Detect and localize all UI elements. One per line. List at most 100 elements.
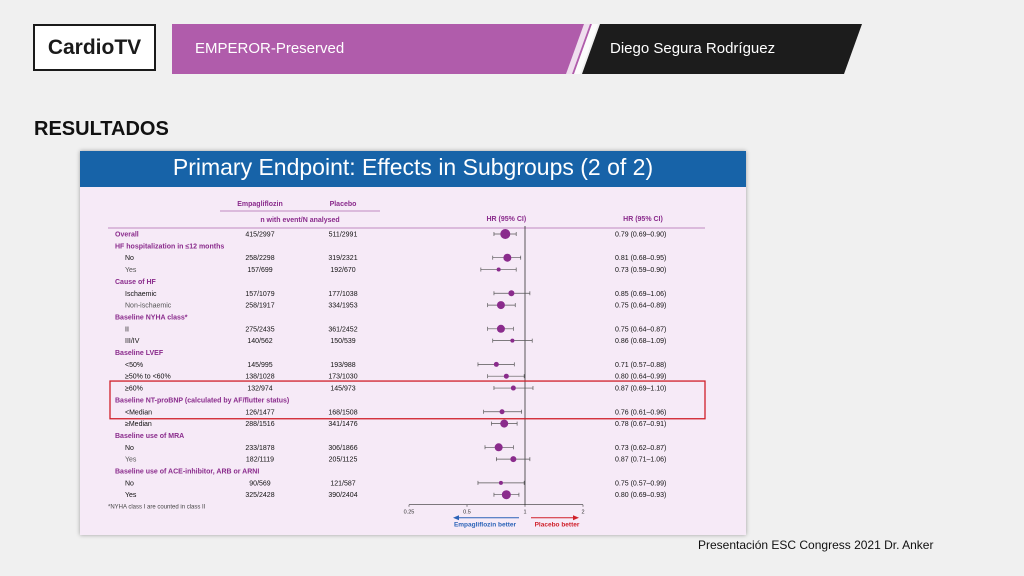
hr-point — [498, 480, 503, 485]
subgroup-header: Baseline use of MRA — [115, 433, 184, 440]
row-label: Yes — [125, 457, 137, 464]
banner-stripe — [566, 24, 590, 74]
row-label: ≥Median — [125, 421, 152, 428]
row-hr-text: 0.73 (0.62–0.87) — [615, 445, 666, 452]
hr-point — [510, 456, 517, 463]
x-tick-label: 1 — [523, 510, 526, 516]
hr-point — [510, 338, 515, 343]
row-empagliflozin-value: 415/2997 — [245, 232, 274, 239]
hr-point — [499, 409, 505, 415]
row-placebo-value: 306/1866 — [328, 445, 357, 452]
arrow-left-head — [453, 515, 459, 521]
arrow-right-head — [573, 515, 579, 521]
row-hr-text: 0.85 (0.69–1.06) — [615, 291, 666, 298]
hr-point — [496, 301, 505, 310]
chart-title: Primary Endpoint: Effects in Subgroups (… — [172, 154, 654, 180]
forest-plot-slide: Primary Endpoint: Effects in Subgroups (… — [80, 151, 746, 535]
col-header-hr-values: HR (95% CI) — [623, 216, 663, 223]
hr-point — [496, 267, 501, 272]
cardiotv-logo: CardioTV — [33, 24, 156, 71]
row-hr-text: 0.87 (0.71–1.06) — [615, 457, 666, 464]
header-banner — [172, 24, 862, 74]
row-hr-text: 0.75 (0.64–0.87) — [615, 326, 666, 333]
banner-purple-band — [172, 24, 592, 74]
banner-title: EMPEROR-Preserved — [195, 40, 345, 57]
subgroup-header: Cause of HF — [115, 279, 157, 286]
banner-stripe — [574, 24, 598, 74]
forest-plot: Empagliflozin Placebo n with event/N analy… — [108, 201, 706, 529]
hr-point — [500, 229, 511, 239]
slide-header-bar — [80, 151, 746, 187]
footnote: *NYHA class I are counted in class II — [108, 505, 206, 511]
col-header-hr-plot: HR (95% CI) — [486, 216, 526, 223]
subgroup-header: HF hospitalization in ≤12 months — [115, 243, 224, 250]
row-empagliflozin-value: 258/2298 — [245, 255, 274, 262]
subgroup-header: Baseline use of ACE-inhibitor, ARB or AR… — [115, 469, 259, 476]
row-label: ≥60% — [125, 386, 143, 393]
row-hr-text: 0.87 (0.69–1.10) — [615, 386, 666, 393]
row-label: No — [125, 445, 134, 452]
row-empagliflozin-value: 233/1878 — [245, 445, 274, 452]
row-empagliflozin-value: 140/562 — [247, 338, 272, 345]
row-placebo-value: 341/1476 — [328, 421, 357, 428]
row-placebo-value: 192/670 — [330, 267, 355, 274]
row-label: Yes — [125, 267, 137, 274]
row-placebo-value: 390/2404 — [328, 492, 357, 499]
row-label: No — [125, 480, 134, 487]
x-tick-label: 2 — [581, 510, 584, 516]
row-empagliflozin-value: 126/1477 — [245, 409, 274, 416]
row-placebo-value: 177/1038 — [328, 291, 357, 298]
banner-dark-band — [582, 24, 862, 74]
row-empagliflozin-value: 157/1079 — [245, 291, 274, 298]
row-label: Non-ischaemic — [125, 303, 172, 310]
hr-point — [496, 324, 505, 333]
row-placebo-value: 511/2991 — [329, 232, 358, 239]
section-title: RESULTADOS — [34, 118, 169, 140]
row-empagliflozin-value: 145/995 — [247, 362, 272, 369]
right-arrow-label: Placebo better — [535, 522, 580, 529]
row-empagliflozin-value: 288/1516 — [245, 421, 274, 428]
row-placebo-value: 168/1508 — [328, 409, 357, 416]
row-label: <Median — [125, 409, 152, 416]
subgroup-header: Baseline LVEF — [115, 350, 164, 357]
row-hr-text: 0.75 (0.57–0.99) — [615, 480, 666, 487]
row-hr-text: 0.80 (0.64–0.99) — [615, 374, 666, 381]
x-tick-label: 0.25 — [404, 510, 415, 516]
row-label: Overall — [115, 232, 139, 239]
row-placebo-value: 150/539 — [330, 338, 355, 345]
hr-point — [503, 253, 512, 262]
subgroup-header: Baseline NT-proBNP (calculated by AF/flu… — [115, 397, 289, 404]
row-label: Yes — [125, 492, 137, 499]
footer-credit: Presentación ESC Congress 2021 Dr. Anker — [698, 538, 934, 552]
col-header-placebo: Placebo — [330, 201, 357, 208]
row-placebo-value: 361/2452 — [328, 326, 357, 333]
hr-point — [510, 385, 516, 391]
row-hr-text: 0.81 (0.68–0.95) — [615, 255, 666, 262]
row-hr-text: 0.79 (0.69–0.90) — [615, 232, 666, 239]
row-hr-text: 0.76 (0.61–0.96) — [615, 409, 666, 416]
hr-point — [508, 290, 515, 297]
hr-point — [494, 443, 503, 452]
row-empagliflozin-value: 258/1917 — [245, 303, 274, 310]
row-empagliflozin-value: 132/974 — [247, 386, 272, 393]
col-subheader: n with event/N analysed — [260, 217, 339, 224]
hr-point — [500, 419, 509, 428]
subgroup-header: Baseline NYHA class* — [115, 314, 188, 321]
row-label: II — [125, 326, 129, 333]
presenter-name: Diego Segura Rodríguez — [610, 40, 776, 57]
row-hr-text: 0.78 (0.67–0.91) — [615, 421, 666, 428]
row-placebo-value: 145/973 — [330, 386, 355, 393]
highlight-box — [109, 380, 706, 420]
row-empagliflozin-value: 325/2428 — [245, 492, 274, 499]
row-empagliflozin-value: 157/699 — [247, 267, 272, 274]
hr-point — [503, 373, 509, 379]
row-hr-text: 0.73 (0.59–0.90) — [615, 267, 666, 274]
row-hr-text: 0.86 (0.68–1.09) — [615, 338, 666, 345]
row-label: III/IV — [125, 338, 140, 345]
row-placebo-value: 121/587 — [330, 480, 355, 487]
row-label: No — [125, 255, 134, 262]
row-label: <50% — [125, 362, 143, 369]
hr-point — [493, 361, 499, 367]
row-empagliflozin-value: 138/1028 — [245, 374, 274, 381]
row-empagliflozin-value: 90/569 — [249, 480, 271, 487]
